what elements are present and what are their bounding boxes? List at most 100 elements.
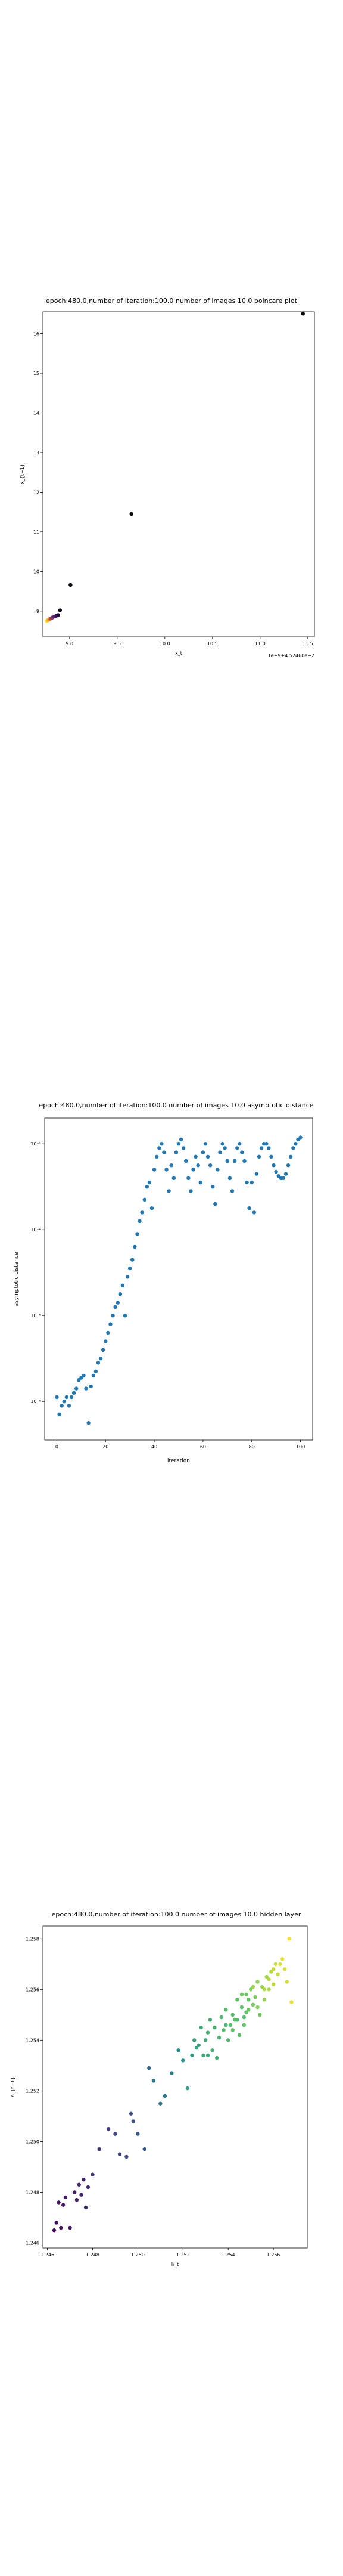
scatter-point (257, 1154, 261, 1159)
y-tick-label: 10⁻⁴ (30, 1227, 41, 1233)
scatter-point (164, 1168, 169, 1172)
scatter-point (194, 1154, 198, 1159)
scatter-points (52, 1937, 294, 2233)
x-tick-label: 1.252 (176, 2252, 190, 2258)
scatter-point (192, 2038, 197, 2042)
y-tick-labels: 1.246 1.248 1.250 1.252 1.254 1.256 1.258 (26, 1936, 43, 2246)
scatter-point (254, 1172, 259, 1176)
x-tick-label: 1.254 (222, 2252, 235, 2258)
scatter-points (55, 1135, 303, 1425)
scatter-point (223, 1146, 227, 1150)
scatter-point (219, 2015, 223, 2020)
scatter-point (294, 1142, 298, 1146)
scatter-point (98, 1357, 103, 1361)
scatter-point (274, 1169, 278, 1174)
chart-title: epoch:480.0,number of iteration:100.0 nu… (39, 1101, 313, 1109)
x-tick-label: 20 (102, 1444, 108, 1450)
plot-frame (42, 1925, 308, 2249)
scatter-point (186, 1176, 191, 1180)
x-tick-label: 100 (296, 1444, 305, 1450)
scatter-point (52, 2228, 57, 2233)
scatter-point (201, 1150, 205, 1154)
scatter-point (271, 1982, 276, 1986)
scatter-point (281, 1176, 286, 1180)
y-tick-label: 16 (33, 332, 39, 337)
scatter-point (74, 2198, 79, 2202)
scatter-point (264, 1974, 269, 1979)
scatter-point (123, 1314, 127, 1318)
y-tick-label: 1.254 (26, 2038, 39, 2043)
scatter-point (190, 2053, 194, 2058)
scatter-point (63, 2195, 68, 2200)
scatter-point (169, 1163, 173, 1168)
scatter-point (271, 1967, 276, 1971)
scatter-point (289, 2000, 294, 2004)
scatter-point (237, 2033, 242, 2038)
scatter-point (264, 1142, 269, 1146)
scatter-point (208, 1163, 213, 1168)
scatter-point (138, 1219, 142, 1223)
y-axis-label: h_{t+1} (10, 2077, 15, 2097)
scatter-point (203, 1142, 208, 1146)
scatter-point (251, 2002, 255, 2007)
y-tick-label: 10⁻⁸ (30, 1399, 41, 1404)
y-tick-label: 1.250 (26, 2139, 39, 2144)
scatter-point (147, 1180, 152, 1185)
scatter-point (113, 2132, 117, 2136)
scatter-point (262, 1998, 267, 2002)
scatter-point (278, 1962, 282, 1966)
scatter-point (211, 1185, 215, 1189)
scatter-point (218, 1150, 222, 1154)
scatter-point (69, 1395, 74, 1400)
scatter-point (57, 1412, 61, 1416)
scatter-point (235, 1146, 239, 1150)
scatter-point (167, 1189, 171, 1193)
scatter-point (224, 2008, 228, 2012)
scatter-point (83, 2205, 88, 2210)
y-axis-label: x_{t+1} (20, 464, 25, 484)
y-tick-label: 10⁻⁶ (30, 1313, 41, 1318)
scatter-point (179, 1137, 183, 1142)
scatter-point (64, 1395, 69, 1400)
y-tick-label: 1.248 (26, 2190, 39, 2195)
y-tick-label: 10⁻² (30, 1141, 41, 1147)
scatter-point (91, 2172, 95, 2176)
scatter-point (288, 1154, 293, 1159)
scatter-point (197, 2043, 201, 2048)
axis-offset-text: 1e−9+4.52460e−2 (268, 653, 314, 658)
scatter-point (247, 1206, 251, 1210)
y-tick-label: 12 (33, 490, 39, 495)
scatter-point (222, 2028, 226, 2032)
scatter-point (163, 2094, 167, 2098)
y-tick-label: 9 (36, 609, 39, 614)
scatter-point (59, 2225, 63, 2230)
scatter-point (84, 1386, 88, 1391)
x-axis-label: h_t (172, 2262, 179, 2267)
scatter-point (273, 1962, 278, 1966)
scatter-point (255, 1980, 260, 1984)
scatter-point (60, 1404, 64, 1408)
scatter-point (244, 1992, 248, 1997)
scatter-point (196, 1163, 200, 1168)
scatter-point (208, 2018, 213, 2022)
scatter-point (160, 1142, 164, 1146)
y-tick-label: 15 (33, 371, 39, 376)
scatter-point (280, 1957, 285, 1961)
scatter-point (194, 2045, 199, 2050)
scatter-point (189, 1189, 193, 1193)
scatter-point (142, 2147, 146, 2151)
scatter-point (216, 1168, 220, 1172)
scatter-point (258, 2012, 262, 2017)
y-tick-label: 1.246 (26, 2240, 39, 2246)
scatter-point (56, 613, 60, 617)
scatter-point (230, 2028, 235, 2032)
scatter-point (205, 1154, 210, 1159)
scatter-point (262, 1987, 267, 1992)
scatter-point (269, 1154, 273, 1159)
scatter-point (205, 2053, 210, 2058)
x-tick-label: 1.256 (267, 2252, 280, 2258)
scatter-point (82, 1373, 86, 1378)
scatter-point (131, 2119, 135, 2123)
scatter-point (118, 1292, 123, 1296)
y-tick-label: 14 (33, 410, 39, 416)
